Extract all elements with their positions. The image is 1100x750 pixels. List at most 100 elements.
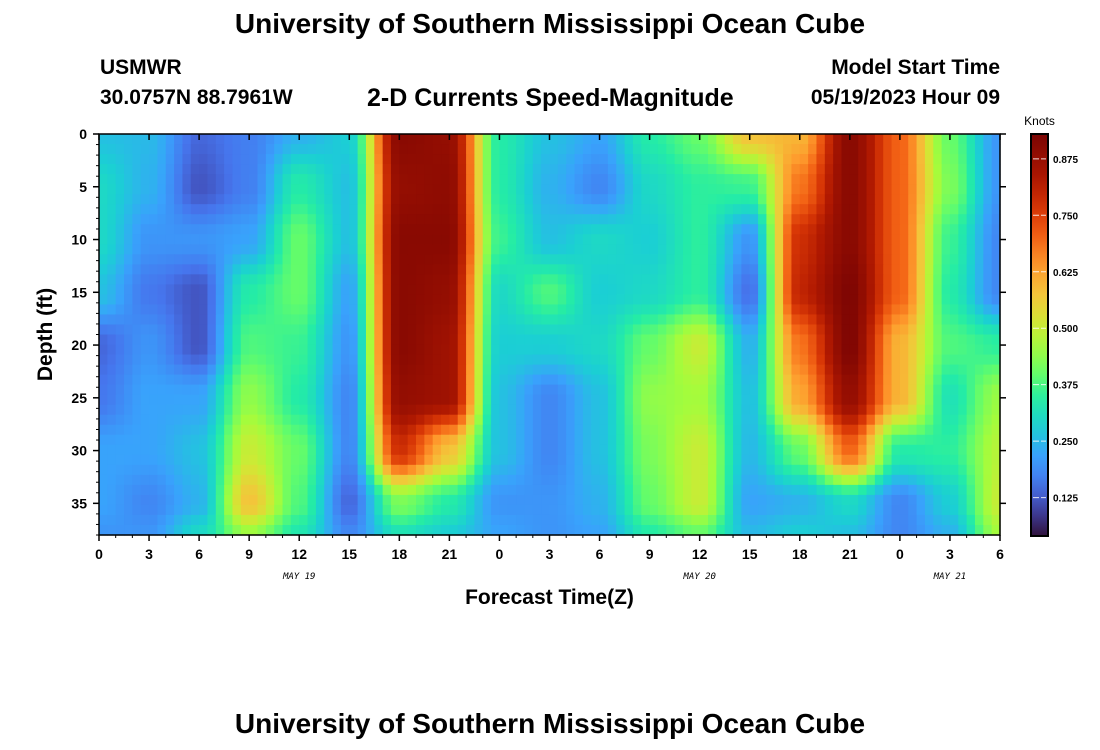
heat-cell xyxy=(657,284,667,296)
heat-cell xyxy=(699,224,709,235)
heat-cell xyxy=(432,414,442,426)
heat-cell xyxy=(349,354,359,366)
heat-cell xyxy=(766,254,776,265)
heat-cell xyxy=(808,194,818,205)
heat-cell xyxy=(190,354,200,366)
heat-cell xyxy=(157,414,167,426)
heat-cell xyxy=(799,524,809,536)
heat-cell xyxy=(99,204,108,215)
heat-cell xyxy=(482,454,492,466)
heat-cell xyxy=(858,244,868,255)
heat-cell xyxy=(324,494,334,506)
heat-cell xyxy=(315,454,325,466)
heat-cell xyxy=(624,134,634,145)
heat-cell xyxy=(516,324,526,336)
heat-cell xyxy=(591,524,601,536)
heat-cell xyxy=(315,204,325,215)
heat-cell xyxy=(791,254,801,265)
heat-cell xyxy=(833,374,843,386)
heat-cell xyxy=(407,354,417,366)
heat-cell xyxy=(290,174,300,185)
heat-cell xyxy=(933,334,943,346)
heat-cell xyxy=(199,164,209,175)
heat-cell xyxy=(933,454,943,466)
heat-cell xyxy=(399,514,409,526)
heat-cell xyxy=(124,144,133,155)
heat-cell xyxy=(240,504,250,516)
heat-cell xyxy=(199,294,209,306)
heat-cell xyxy=(724,364,734,376)
heat-cell xyxy=(557,134,567,145)
heat-cell xyxy=(774,414,784,426)
heat-cell xyxy=(699,404,709,416)
heat-cell xyxy=(582,264,592,275)
heat-cell xyxy=(741,444,751,456)
heat-cell xyxy=(591,464,601,476)
heat-cell xyxy=(808,204,818,215)
heat-cell xyxy=(107,164,117,175)
heat-cell xyxy=(549,454,559,466)
heat-cell xyxy=(249,284,259,296)
heat-cell xyxy=(566,204,576,215)
heat-cell xyxy=(566,164,576,175)
heat-cell xyxy=(816,334,826,346)
heat-cell xyxy=(124,194,133,205)
heat-cell xyxy=(315,244,325,255)
heat-cell xyxy=(382,184,392,195)
heat-cell xyxy=(783,134,793,145)
heat-cell xyxy=(924,164,934,175)
heat-cell xyxy=(591,174,601,185)
heat-cell xyxy=(566,304,576,316)
heat-cell xyxy=(883,494,893,506)
heat-cell xyxy=(974,524,984,536)
heat-cell xyxy=(849,424,859,436)
heat-cell xyxy=(649,164,659,175)
heat-cell xyxy=(215,454,225,466)
heat-cell xyxy=(824,144,834,155)
heat-cell xyxy=(215,174,225,185)
heat-cell xyxy=(324,164,334,175)
heat-cell xyxy=(724,254,734,265)
heat-cell xyxy=(833,384,843,396)
heat-cell xyxy=(115,144,125,155)
heat-cell xyxy=(499,414,509,426)
heat-cell xyxy=(390,504,400,516)
heat-cell xyxy=(557,484,567,496)
heat-cell xyxy=(958,504,968,516)
heat-cell xyxy=(599,154,609,165)
heat-cell xyxy=(641,384,651,396)
heat-cell xyxy=(199,444,209,456)
heat-cell xyxy=(340,444,350,456)
heat-cell xyxy=(799,264,809,275)
heat-cell xyxy=(449,424,459,436)
heat-cell xyxy=(691,414,701,426)
heat-cell xyxy=(157,134,167,145)
heat-cell xyxy=(858,234,868,245)
heat-cell xyxy=(766,424,776,436)
heat-cell xyxy=(966,504,976,516)
heat-cell xyxy=(866,174,876,185)
heat-cell xyxy=(324,304,334,316)
heat-cell xyxy=(849,244,859,255)
heat-cell xyxy=(724,264,734,275)
heat-cell xyxy=(257,514,267,526)
heat-cell xyxy=(99,264,108,275)
heat-cell xyxy=(874,274,884,285)
heat-cell xyxy=(299,194,309,205)
heat-cell xyxy=(207,224,217,235)
heat-cell xyxy=(966,374,976,386)
heat-cell xyxy=(991,194,1001,205)
heat-cell xyxy=(524,364,534,376)
heat-cell xyxy=(624,394,634,406)
heat-cell xyxy=(507,204,517,215)
heat-cell xyxy=(140,144,150,155)
heat-cell xyxy=(149,414,158,426)
heat-cell xyxy=(899,504,909,516)
heat-cell xyxy=(591,194,601,205)
heat-cell xyxy=(866,154,876,165)
heat-cell xyxy=(766,484,776,496)
heat-cell xyxy=(749,444,759,456)
heat-cell xyxy=(157,504,167,516)
heat-cell xyxy=(324,364,334,376)
heat-cell xyxy=(549,374,559,386)
